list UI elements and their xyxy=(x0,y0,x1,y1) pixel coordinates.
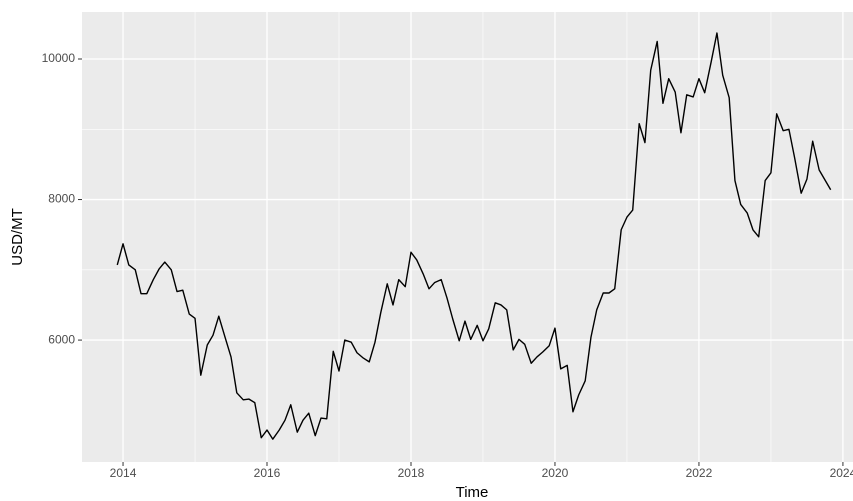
x-tick-label: 2014 xyxy=(110,466,137,480)
x-tick-label: 2022 xyxy=(686,466,713,480)
y-axis-title: USD/MT xyxy=(9,208,26,266)
x-tick-label: 2020 xyxy=(542,466,569,480)
x-tick-label: 2016 xyxy=(254,466,281,480)
panel xyxy=(82,12,853,462)
x-tick-label: 2018 xyxy=(398,466,425,480)
y-tick-label: 8000 xyxy=(48,192,75,206)
y-tick-label: 10000 xyxy=(42,51,76,65)
price-line xyxy=(116,32,832,440)
x-axis-title: Time xyxy=(456,484,489,501)
x-tick-label: 2024 xyxy=(830,466,853,480)
y-tick-label: 6000 xyxy=(48,332,75,346)
